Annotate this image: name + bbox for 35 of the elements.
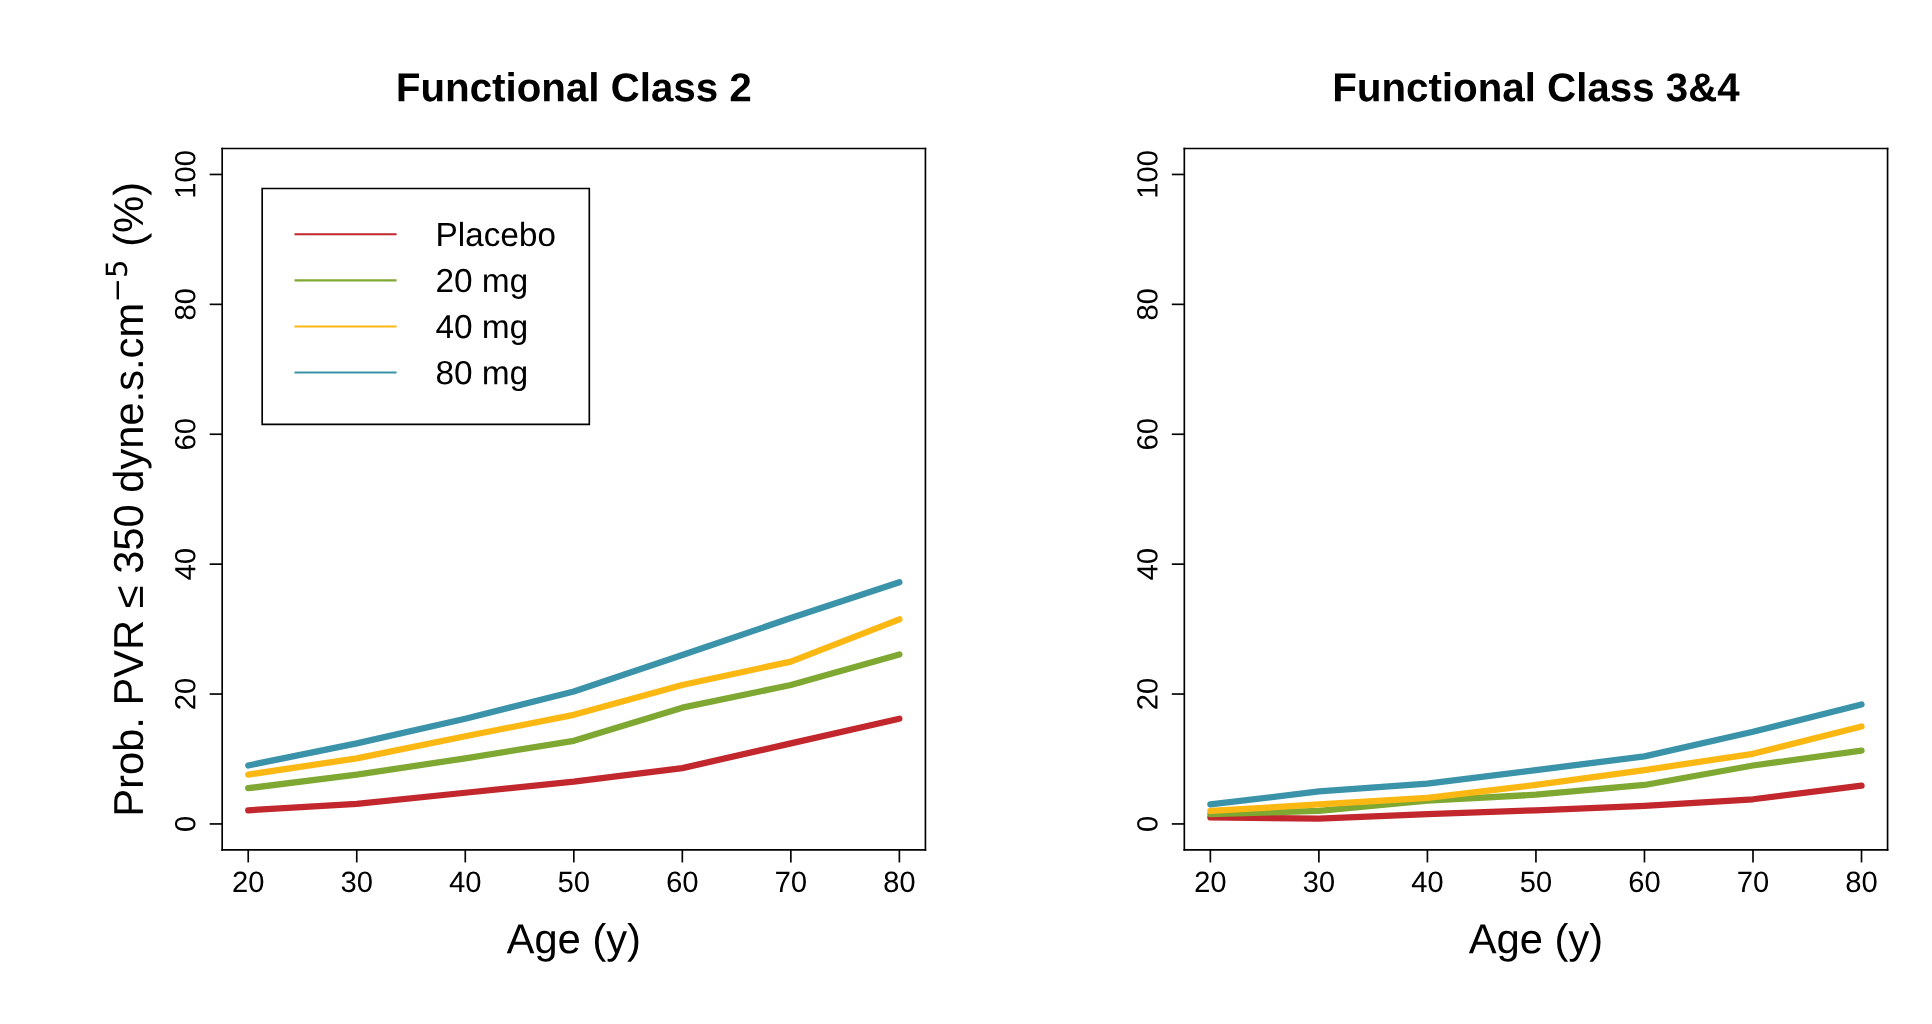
x-tick-label: 40 (1411, 871, 1443, 893)
x-tick-label: 30 (341, 871, 372, 893)
chart-title: Functional Class 2 (398, 72, 751, 102)
x-tick-label: 60 (1629, 871, 1660, 893)
y-tick-label: 80 (1137, 289, 1158, 320)
y-tick-label: 40 (174, 549, 196, 580)
x-tick-label: 20 (233, 871, 264, 893)
legend-label: 80 mg (436, 360, 527, 392)
x-tick-label: 60 (667, 871, 698, 893)
x-tick-label: 70 (776, 871, 806, 893)
chart-title: Functional Class 3&4 (1334, 72, 1740, 102)
y-axis-title: Prob. PVR ≤ 350 dyne.s.cm$^{−5}$ (%) (105, 184, 152, 814)
y-tick-label: 0 (1137, 816, 1158, 831)
legend-label: Placebo (438, 221, 555, 247)
x-tick-label: 70 (1738, 871, 1769, 893)
y-tick-label: 100 (1137, 151, 1158, 197)
y-tick-label: 0 (174, 816, 196, 831)
x-axis-title: Age (y) (1468, 922, 1601, 962)
y-tick-label: 60 (174, 419, 196, 449)
x-tick-label: 40 (449, 871, 481, 893)
x-tick-label: 80 (1846, 871, 1877, 893)
x-axis-title: Age (y) (506, 922, 639, 962)
y-tick-label: 100 (174, 151, 196, 197)
x-tick-label: 80 (884, 871, 915, 893)
x-tick-label: 30 (1303, 871, 1334, 893)
y-tick-label: 20 (1137, 678, 1158, 709)
y-tick-label: 80 (174, 289, 196, 320)
x-tick-label: 50 (1520, 871, 1552, 893)
x-tick-label: 20 (1195, 871, 1226, 893)
x-tick-label: 50 (558, 871, 589, 893)
y-tick-label: 40 (1137, 549, 1158, 580)
y-tick-label: 60 (1137, 419, 1158, 449)
legend-label: 20 mg (437, 268, 527, 299)
legend-label: 40 mg (436, 314, 527, 346)
y-tick-label: 20 (174, 678, 196, 709)
